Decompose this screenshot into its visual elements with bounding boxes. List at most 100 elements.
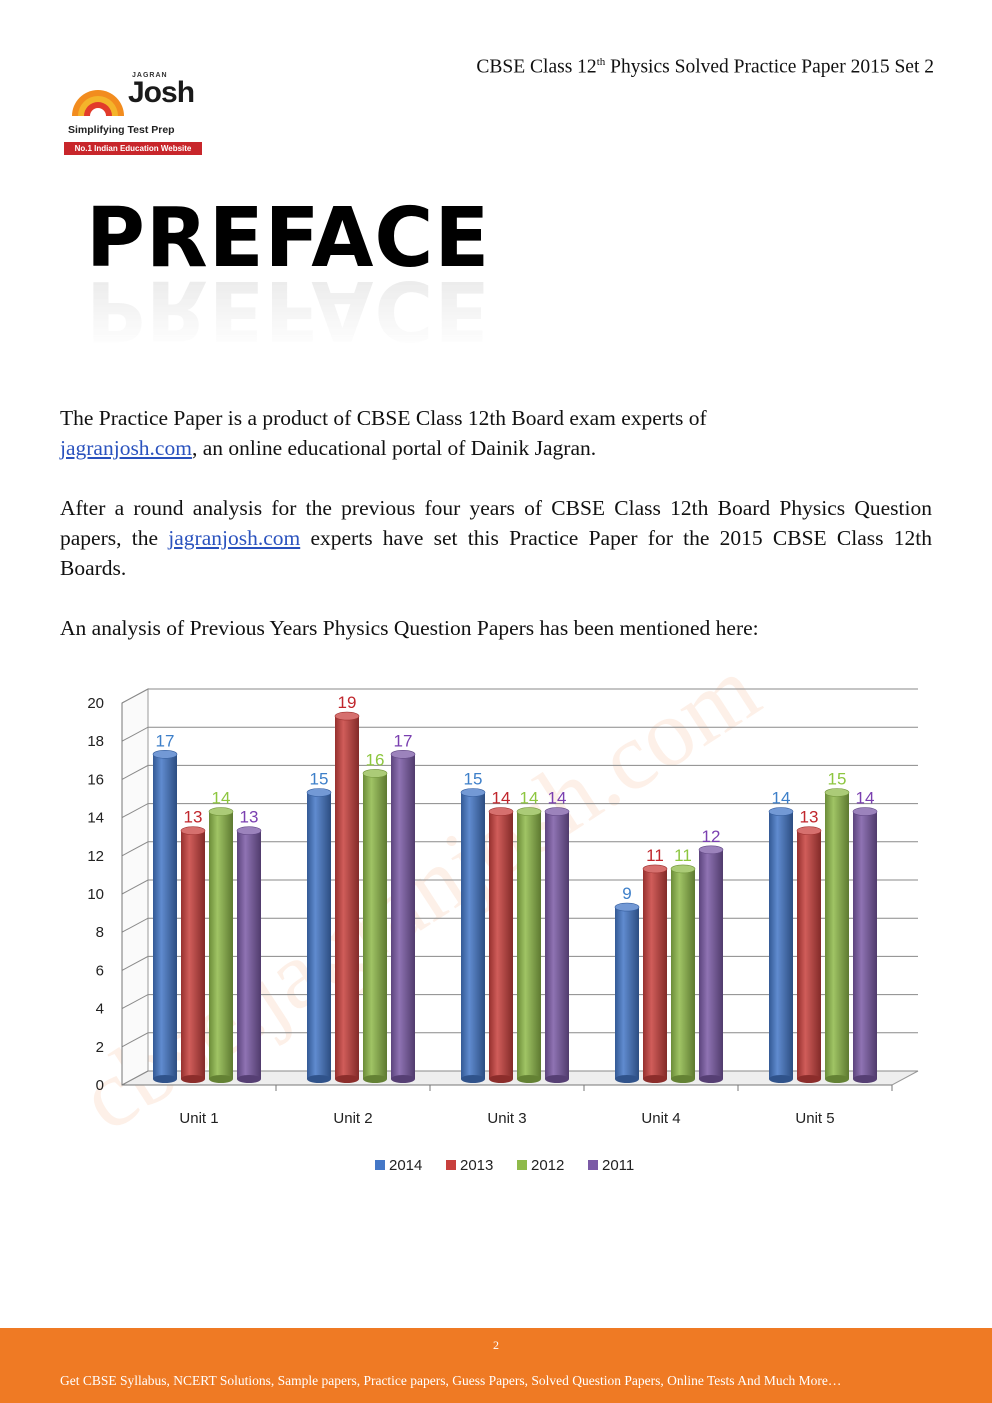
bar-top — [852, 807, 878, 816]
jagran-josh-logo: JAGRAN Josh Simplifying Test Prep No.1 I… — [62, 72, 212, 158]
jagranjosh-link[interactable]: jagranjosh.com — [60, 436, 192, 460]
bar — [461, 792, 485, 1079]
bar-chart: 0 2 4 6 8 10 12 14 16 18 20 Unit 1 17 13 14 13 Unit 2 15 1… — [87, 688, 919, 1174]
bar-bottom — [643, 1075, 667, 1083]
bar-bottom — [615, 1075, 639, 1083]
bar-top — [390, 750, 416, 759]
jagranjosh-link-2[interactable]: jagranjosh.com — [168, 526, 301, 550]
brand-main-text: Josh — [128, 76, 195, 109]
data-label: 14 — [212, 789, 231, 808]
bar — [699, 849, 723, 1079]
bar-top — [824, 788, 850, 797]
gridline — [121, 841, 918, 857]
data-label: 15 — [310, 770, 329, 789]
gridline — [121, 803, 918, 819]
y-tick-label: 4 — [96, 1001, 104, 1018]
data-label: 15 — [464, 770, 483, 789]
legend-swatch — [517, 1160, 527, 1170]
x-tick-label: Unit 5 — [795, 1110, 834, 1127]
bar-top — [236, 826, 262, 835]
legend-label: 2013 — [460, 1157, 493, 1174]
header-title: CBSE Class 12th Physics Solved Practice … — [476, 56, 934, 78]
preface-reflection: PREFACE — [86, 262, 491, 357]
data-label: 13 — [800, 808, 819, 827]
bar-top — [306, 788, 332, 797]
preface-heading-block: PREFACE PREFACE — [86, 191, 491, 358]
gridline — [121, 764, 918, 780]
bar-bottom — [853, 1075, 877, 1083]
bar — [797, 830, 821, 1079]
paragraph-analysis: After a round analysis for the previous … — [60, 496, 932, 580]
data-label: 11 — [674, 846, 692, 865]
bar-top — [614, 902, 640, 912]
bar-bottom — [237, 1075, 261, 1083]
logo-badge: No.1 Indian Education Website — [64, 142, 202, 155]
bar-bottom — [335, 1075, 359, 1083]
data-label: 9 — [622, 884, 631, 903]
bar — [769, 811, 793, 1079]
data-label: 17 — [156, 731, 175, 750]
brand-small-text: JAGRAN — [132, 72, 168, 79]
footer-text: Get CBSE Syllabus, NCERT Solutions, Samp… — [60, 1373, 842, 1388]
bar-bottom — [363, 1075, 387, 1083]
logo-tagline: Simplifying Test Prep — [68, 124, 175, 136]
page-number: 2 — [493, 1338, 499, 1352]
gridline — [121, 688, 918, 704]
bar-top — [768, 807, 794, 816]
data-label: 14 — [520, 789, 539, 808]
bar-bottom — [769, 1075, 793, 1083]
bar — [853, 811, 877, 1079]
y-tick-label: 12 — [87, 848, 104, 865]
bar-bottom — [517, 1075, 541, 1083]
legend-label: 2011 — [602, 1157, 634, 1174]
y-tick-label: 8 — [96, 924, 104, 941]
bar — [643, 868, 667, 1079]
paragraph-intro: The Practice Paper is a product of CBSE … — [60, 406, 707, 460]
bar — [545, 811, 569, 1079]
bar-top — [642, 864, 668, 874]
bar-top — [698, 845, 724, 855]
data-label: 13 — [240, 808, 259, 827]
legend-label: 2012 — [531, 1157, 564, 1174]
y-tick-label: 16 — [87, 771, 104, 788]
legend-label: 2014 — [389, 1157, 422, 1174]
bar-top — [334, 711, 360, 721]
bar-bottom — [153, 1075, 177, 1083]
bar — [671, 868, 695, 1079]
bar-bottom — [671, 1075, 695, 1083]
y-tick-label: 14 — [87, 810, 104, 827]
bar-top — [180, 826, 206, 835]
y-tick-label: 18 — [87, 733, 104, 750]
bar — [363, 773, 387, 1079]
bar-bottom — [461, 1075, 485, 1083]
bar — [391, 754, 415, 1079]
bar — [181, 830, 205, 1079]
gridline — [121, 726, 918, 742]
bar-top — [152, 750, 178, 759]
bar — [517, 811, 541, 1079]
bar-top — [796, 826, 822, 835]
data-label: 13 — [184, 808, 203, 827]
bar-bottom — [699, 1075, 723, 1083]
x-tick-label: Unit 4 — [641, 1110, 680, 1127]
bar-top — [516, 807, 542, 816]
bar-bottom — [545, 1075, 569, 1083]
bar-top — [670, 864, 696, 874]
data-label: 12 — [702, 827, 721, 846]
data-label: 15 — [828, 770, 847, 789]
data-label: 14 — [772, 789, 791, 808]
bar-bottom — [209, 1075, 233, 1083]
bar-top — [460, 788, 486, 797]
bar — [153, 754, 177, 1079]
y-tick-label: 2 — [96, 1039, 104, 1056]
y-tick-label: 0 — [96, 1077, 104, 1094]
bar-top — [362, 769, 388, 778]
data-label: 19 — [338, 693, 357, 712]
bar-bottom — [391, 1075, 415, 1083]
x-tick-label: Unit 1 — [179, 1110, 218, 1127]
x-tick-label: Unit 2 — [333, 1110, 372, 1127]
data-label: 17 — [394, 731, 413, 750]
bar — [209, 811, 233, 1079]
data-label: 14 — [548, 789, 567, 808]
preface-heading: PREFACE — [86, 191, 491, 286]
